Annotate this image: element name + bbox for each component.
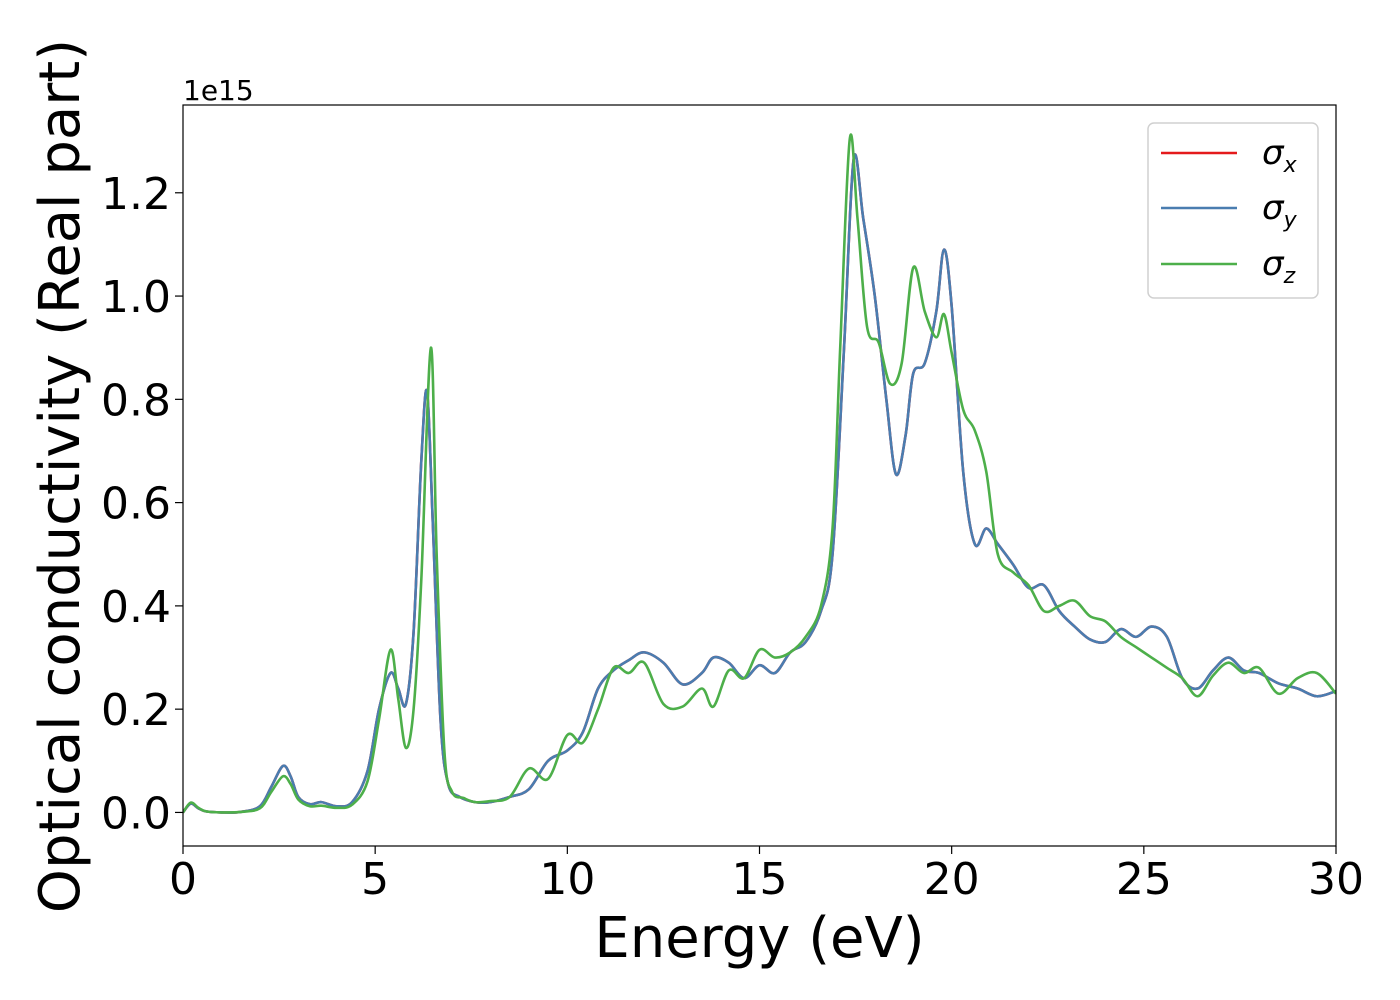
series-line-z bbox=[183, 133, 1336, 814]
legend-label-z: σz bbox=[1262, 244, 1296, 289]
y-tick-label: 0.2 bbox=[101, 685, 171, 736]
y-tick-label: 1.0 bbox=[101, 272, 171, 323]
x-tick-label: 10 bbox=[539, 854, 595, 905]
series-layer bbox=[183, 133, 1336, 814]
x-axis-ticks: 0 5 10 15 20 25 30 bbox=[169, 846, 1364, 905]
legend-label-y: σy bbox=[1262, 188, 1298, 233]
x-tick-label: 30 bbox=[1308, 854, 1364, 905]
x-tick-label: 0 bbox=[169, 854, 197, 905]
legend-items: σx σy σz bbox=[1161, 133, 1298, 289]
legend-label-x: σx bbox=[1262, 133, 1298, 178]
y-tick-label: 1.2 bbox=[101, 169, 171, 220]
x-tick-label: 5 bbox=[361, 854, 389, 905]
x-tick-label: 25 bbox=[1116, 854, 1172, 905]
y-tick-label: 0.8 bbox=[101, 375, 171, 426]
series-line-y bbox=[183, 153, 1336, 814]
x-axis-label: Energy (eV) bbox=[594, 906, 924, 971]
x-tick-label: 20 bbox=[924, 854, 980, 905]
y-axis-ticks: 0.0 0.2 0.4 0.6 0.8 1.0 1.2 bbox=[101, 169, 183, 839]
x-tick-label: 15 bbox=[732, 854, 788, 905]
y-axis-label: Optical conductivity (Real part) bbox=[28, 39, 93, 913]
y-tick-label: 0.6 bbox=[101, 479, 171, 530]
legend-box bbox=[1147, 122, 1319, 299]
y-offset-label: 1e15 bbox=[183, 74, 254, 107]
y-tick-label: 0.0 bbox=[101, 788, 171, 839]
legend: σx σy σz bbox=[1147, 122, 1319, 299]
y-tick-label: 0.4 bbox=[101, 582, 171, 633]
